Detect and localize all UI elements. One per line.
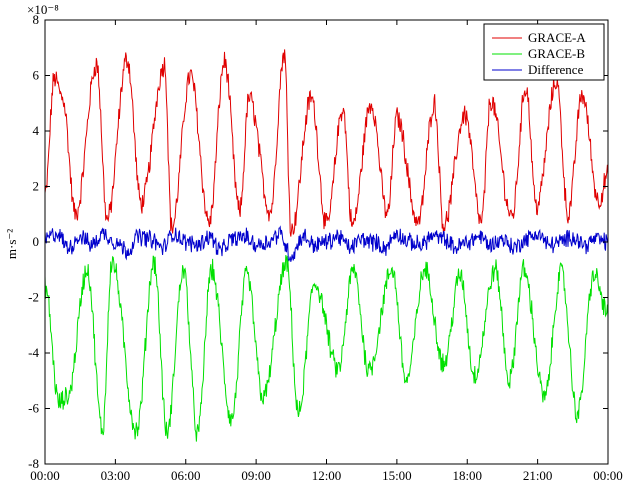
series-line-grace-b bbox=[45, 254, 608, 442]
x-tick-label: 06:00 bbox=[171, 468, 201, 483]
x-tick-label: 00:00 bbox=[593, 468, 623, 483]
legend-label-difference: Difference bbox=[528, 62, 584, 77]
x-tick-label: 18:00 bbox=[452, 468, 482, 483]
x-tick-label: 09:00 bbox=[241, 468, 271, 483]
y-axis-label: m·s⁻² bbox=[4, 229, 19, 259]
y-tick-label: 2 bbox=[33, 179, 40, 194]
legend-label-grace-a: GRACE-A bbox=[528, 30, 586, 45]
y-tick-label: 8 bbox=[33, 12, 40, 27]
y-tick-label: 6 bbox=[33, 68, 40, 83]
x-tick-label: 03:00 bbox=[101, 468, 131, 483]
series-line-difference bbox=[45, 225, 608, 262]
x-tick-label: 21:00 bbox=[523, 468, 553, 483]
y-tick-label: 0 bbox=[33, 234, 40, 249]
y-axis-scale-label: ×10⁻⁸ bbox=[27, 2, 59, 17]
y-tick-label: -2 bbox=[28, 290, 39, 305]
legend-label-grace-b: GRACE-B bbox=[528, 46, 585, 61]
axes: 00:00 03:00 06:00 09:00 12:00 15:00 18:00 21:00… bbox=[28, 12, 623, 483]
y-tick-label: -4 bbox=[28, 345, 39, 360]
x-tick-label: 15:00 bbox=[382, 468, 412, 483]
series-line-grace-a bbox=[45, 49, 608, 237]
y-tick-label: -6 bbox=[28, 401, 39, 416]
y-tick-label: 4 bbox=[33, 123, 40, 138]
y-tick-label: -8 bbox=[28, 456, 39, 471]
signal-traces bbox=[45, 49, 608, 442]
x-tick-label: 00:00 bbox=[30, 468, 60, 483]
x-tick-label: 12:00 bbox=[312, 468, 342, 483]
legend-box bbox=[483, 23, 605, 81]
